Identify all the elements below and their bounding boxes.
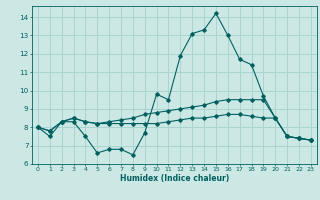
X-axis label: Humidex (Indice chaleur): Humidex (Indice chaleur) (120, 174, 229, 183)
